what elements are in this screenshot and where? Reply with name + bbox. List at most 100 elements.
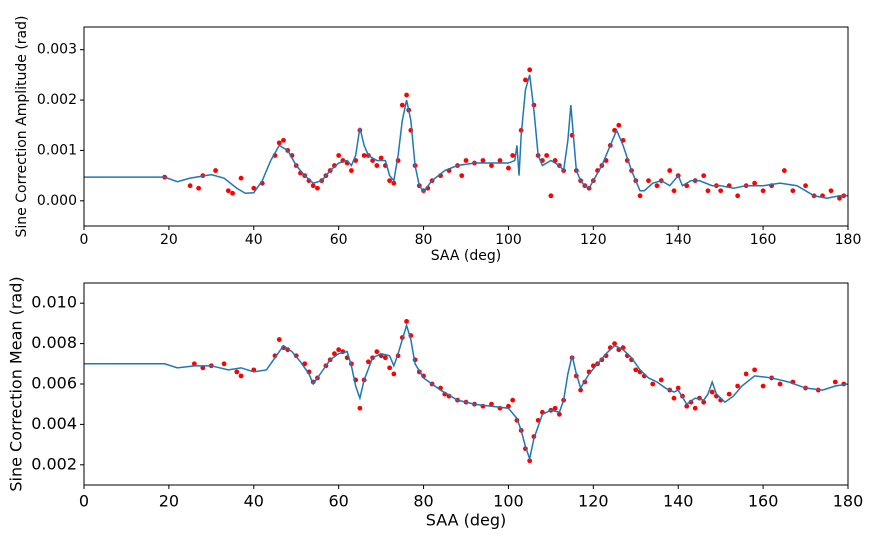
x-tick-label: 120 — [580, 232, 607, 248]
data-point — [548, 193, 554, 199]
data-point — [332, 163, 337, 168]
axes-frame — [83, 282, 849, 486]
x-tick-label: 80 — [415, 232, 433, 248]
x-tick-label: 140 — [663, 492, 694, 511]
data-point — [612, 341, 617, 346]
x-tick-label: 160 — [748, 492, 779, 511]
data-point — [480, 158, 486, 163]
data-point — [552, 405, 558, 411]
data-point — [382, 355, 388, 361]
data-point — [391, 371, 397, 377]
data-point — [760, 188, 766, 194]
data-point — [213, 168, 218, 173]
y-tick-label: 0.010 — [31, 293, 77, 312]
x-tick-label: 100 — [495, 232, 522, 248]
data-point — [196, 185, 202, 191]
x-tick-label: 100 — [493, 492, 524, 511]
x-tick-label: 40 — [245, 232, 263, 248]
data-point — [510, 153, 516, 158]
data-point — [230, 190, 235, 196]
data-point — [404, 92, 409, 98]
data-point — [225, 188, 231, 194]
data-point — [633, 367, 639, 373]
fit-line — [84, 322, 848, 462]
data-point — [616, 122, 622, 128]
x-tick-label: 0 — [79, 492, 89, 511]
data-point — [718, 188, 724, 194]
data-point — [752, 180, 758, 186]
x-tick-label: 180 — [833, 492, 864, 511]
y-axis-label: Sine Correction Mean (rad) — [7, 276, 26, 491]
data-point — [726, 391, 732, 397]
data-point — [357, 405, 363, 411]
data-point — [315, 185, 320, 191]
data-point — [221, 361, 227, 367]
data-point — [803, 183, 808, 189]
y-tick-label: 0.001 — [37, 142, 77, 158]
data-point — [332, 351, 337, 357]
data-point — [709, 389, 715, 395]
data-point — [667, 168, 673, 173]
x-tick-label: 60 — [328, 492, 348, 511]
data-point — [506, 165, 511, 171]
data-point — [684, 403, 690, 409]
data-point — [650, 381, 656, 387]
data-point — [790, 188, 796, 194]
data-point — [701, 399, 707, 405]
y-axis-label: Sine Correction Amplitude (rad) — [14, 16, 30, 238]
data-point — [646, 178, 651, 184]
data-point — [654, 183, 660, 189]
data-point — [743, 371, 749, 377]
data-point — [523, 77, 528, 83]
y-tick-label: 0.002 — [31, 454, 77, 473]
y-tick-label: 0.008 — [31, 333, 77, 352]
x-tick-label: 20 — [160, 232, 178, 248]
data-point — [675, 385, 681, 391]
data-point — [658, 377, 664, 383]
x-tick-label: 60 — [330, 232, 348, 248]
data-point — [777, 381, 783, 387]
data-point — [387, 178, 392, 184]
data-point — [701, 173, 707, 179]
plot-area — [84, 318, 848, 464]
x-tick-label: 120 — [578, 492, 609, 511]
data-point — [336, 153, 342, 158]
data-point — [510, 397, 516, 403]
x-tick-label: 80 — [413, 492, 433, 511]
data-point — [306, 178, 312, 184]
y-tick-label: 0.000 — [37, 193, 77, 209]
data-point — [527, 67, 533, 73]
y-tick-label: 0.003 — [37, 42, 77, 58]
data-point — [238, 175, 244, 181]
x-tick-label: 20 — [159, 492, 179, 511]
data-point — [760, 383, 766, 389]
data-point — [374, 349, 380, 355]
data-point — [187, 183, 193, 189]
plot-area — [84, 67, 848, 201]
x-axis-label: SAA (deg) — [431, 248, 501, 264]
data-point — [404, 318, 409, 324]
data-point — [671, 188, 677, 194]
y-tick-label: 0.006 — [31, 374, 77, 393]
data-point — [374, 163, 380, 168]
data-point — [544, 153, 550, 158]
data-point — [556, 411, 562, 417]
data-point — [459, 173, 465, 179]
data-point — [828, 188, 834, 194]
data-point — [365, 359, 371, 365]
data-point — [276, 337, 282, 342]
data-point — [378, 155, 384, 161]
data-point — [399, 102, 405, 108]
data-point — [837, 195, 842, 201]
data-point — [336, 347, 342, 353]
data-point — [578, 387, 583, 393]
data-point — [234, 369, 240, 375]
data-point — [463, 158, 469, 163]
data-point — [191, 361, 197, 367]
data-point — [391, 180, 397, 186]
data-point — [238, 373, 244, 379]
data-point — [752, 367, 758, 373]
data-point — [735, 383, 741, 389]
data-point — [497, 158, 503, 163]
